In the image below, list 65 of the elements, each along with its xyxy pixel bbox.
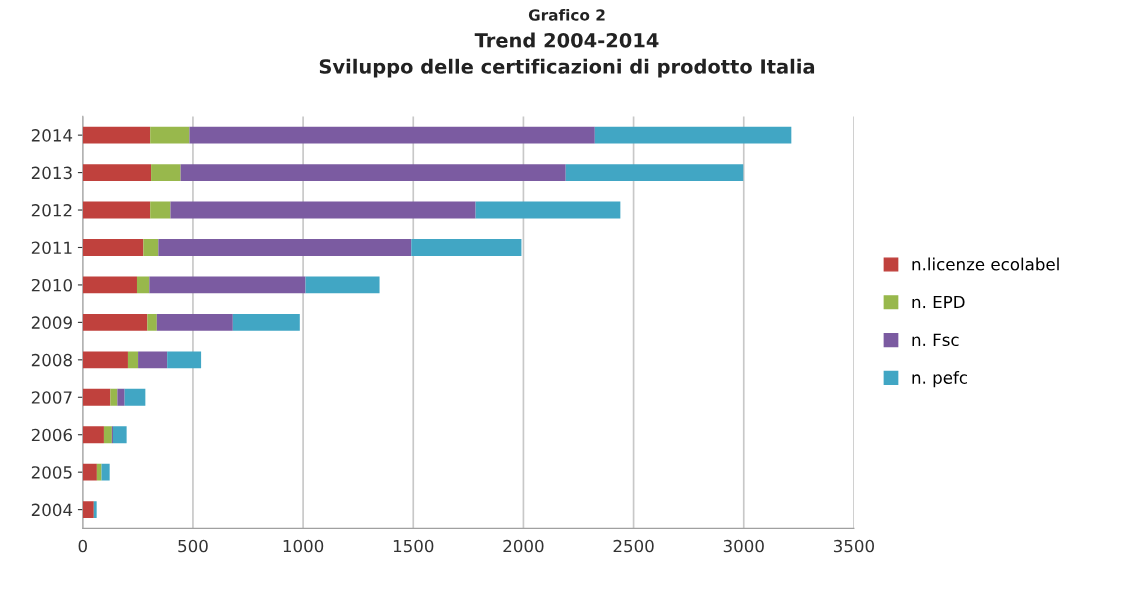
bar	[411, 239, 522, 256]
bar	[189, 126, 595, 144]
x-tick-label: 2500	[613, 539, 654, 553]
x-tick-label: 3500	[833, 539, 874, 553]
bar	[565, 164, 744, 182]
bar	[82, 388, 111, 406]
x-tick-label: 2000	[503, 539, 544, 553]
x-tick-label: 500	[178, 539, 208, 553]
bar	[180, 164, 566, 182]
bar	[112, 426, 127, 444]
bar	[136, 276, 150, 294]
bar	[143, 239, 159, 256]
bar	[170, 201, 476, 219]
bar	[82, 201, 151, 219]
bar	[82, 501, 94, 519]
bar	[150, 201, 171, 219]
legend-label: n.licenze ecolabel	[912, 257, 1059, 271]
y-tick-label: 2010	[31, 278, 72, 292]
bar	[82, 463, 97, 481]
bar	[147, 313, 157, 331]
legend-label: n. pefc	[912, 371, 967, 388]
legend-label: n. EPD	[912, 295, 965, 309]
x-tick-label: 1500	[393, 539, 434, 553]
bar	[117, 388, 125, 406]
bar	[82, 351, 128, 369]
bar	[82, 126, 151, 144]
bar	[151, 164, 181, 182]
bar	[82, 164, 152, 182]
y-tick-label: 2008	[31, 353, 72, 367]
bar	[101, 463, 110, 481]
bar	[127, 351, 139, 369]
bar	[156, 313, 233, 331]
x-tick-label: 3000	[723, 539, 764, 553]
y-tick-label: 2012	[31, 204, 72, 217]
bar	[82, 426, 104, 444]
chart-title: Trend 2004-2014 Sviluppo delle certificazioni di prodotto Italia	[319, 32, 815, 78]
bar	[150, 126, 190, 144]
y-tick-label: 2011	[31, 241, 72, 255]
bar	[82, 239, 144, 256]
bar	[82, 313, 148, 331]
y-tick-label: 2006	[31, 428, 73, 442]
legend-label: n. Fsc	[912, 333, 959, 347]
text: Grafico 2	[528, 8, 605, 21]
bar	[110, 388, 118, 406]
x-tick-label: 1000	[283, 539, 324, 553]
bar	[167, 351, 202, 369]
y-tick-label: 2007	[31, 391, 72, 404]
bar	[82, 276, 137, 294]
bar	[232, 313, 300, 331]
y-tick-label: 2004	[31, 503, 73, 517]
bar	[138, 351, 168, 369]
x-tick-label: 0	[78, 539, 87, 553]
bar	[103, 426, 112, 444]
bar	[158, 239, 412, 256]
bar	[149, 276, 306, 294]
bar	[594, 126, 792, 144]
y-tick-label: 2014	[31, 129, 73, 142]
bar	[124, 388, 146, 406]
bar	[93, 501, 97, 519]
y-tick-label: 2005	[31, 466, 72, 479]
bar	[305, 276, 380, 294]
y-tick-label: 2009	[31, 316, 72, 329]
bar	[96, 463, 102, 481]
y-tick-label: 2013	[31, 166, 72, 180]
bar	[475, 201, 621, 219]
